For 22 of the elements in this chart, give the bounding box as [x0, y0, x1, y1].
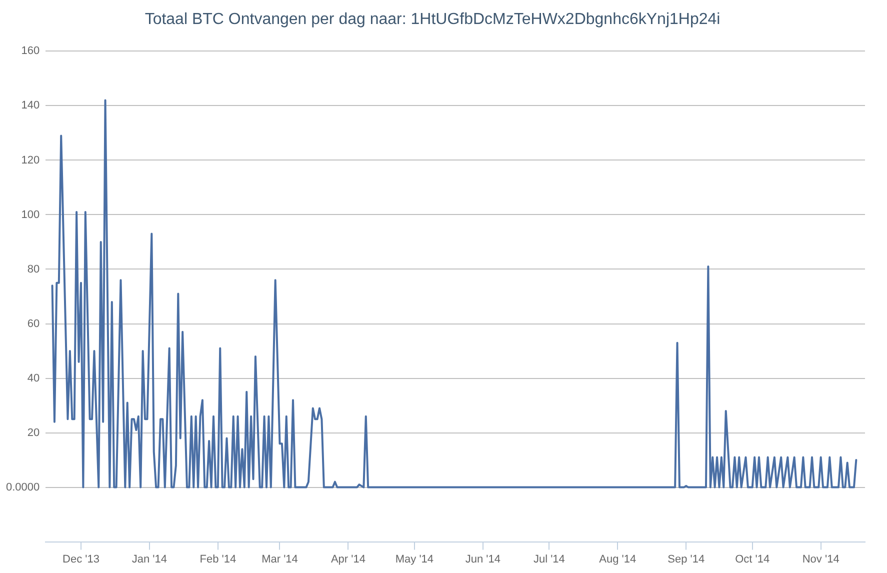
- y-tick-label: 20: [27, 426, 40, 439]
- x-tick-label: Sep '14: [668, 553, 705, 566]
- y-tick-label: 60: [27, 318, 40, 330]
- x-tick-label: Oct '14: [735, 553, 770, 566]
- y-tick-label: 40: [27, 372, 40, 384]
- y-tick-label: 100: [21, 208, 40, 221]
- y-tick-label: 140: [21, 100, 40, 112]
- y-tick-label: 120: [21, 154, 40, 166]
- x-tick-label: Feb '14: [200, 553, 236, 566]
- x-tick-label: Aug '14: [599, 553, 636, 566]
- x-tick-label: Dec '13: [62, 553, 100, 566]
- y-tick-label: 160: [21, 45, 40, 58]
- x-tick-label: Jul '14: [533, 553, 565, 566]
- x-tick-label: Jan '14: [132, 553, 168, 566]
- x-tick-label: Mar '14: [262, 553, 298, 566]
- y-tick-label: 0.0000: [6, 481, 40, 494]
- chart-title: Totaal BTC Ontvangen per dag naar: 1HtUGfbDcMzTeHWx2Dbgnhc6kYnj1Hp24i: [144, 11, 720, 28]
- x-tick-label: Jun '14: [465, 553, 500, 566]
- y-tick-label: 80: [27, 263, 40, 276]
- x-tick-label: May '14: [395, 553, 434, 566]
- x-tick-label: Apr '14: [330, 553, 366, 566]
- x-tick-label: Nov '14: [802, 553, 840, 566]
